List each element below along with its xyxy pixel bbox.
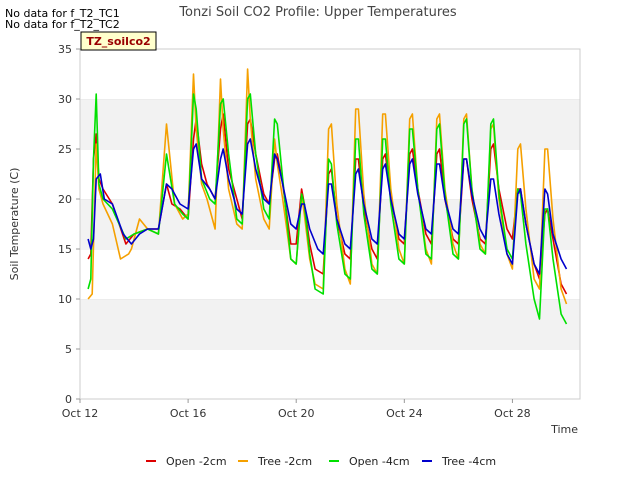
plot-frame — [79, 48, 581, 400]
grid-band — [80, 199, 580, 249]
x-tick-label: Oct 28 — [494, 407, 531, 420]
grid-bands — [80, 48, 580, 399]
y-tick-label: 30 — [58, 93, 72, 106]
y-tick-label: 15 — [58, 243, 72, 256]
badge-box — [80, 31, 157, 51]
grid-band — [80, 349, 580, 399]
y-axis-ticks: 0 5 10 15 20 25 30 35 — [58, 43, 80, 406]
grid-band — [80, 249, 580, 299]
tz-soilco2-badge: TZ_soilco2 — [80, 31, 157, 51]
legend-label: Tree -4cm — [441, 455, 496, 468]
y-tick-label: 0 — [65, 393, 72, 406]
legend-label: Tree -2cm — [257, 455, 312, 468]
y-axis-label: Soil Temperature (C) — [8, 168, 21, 281]
x-axis-label: Time — [550, 423, 578, 436]
badge-label: TZ_soilco2 — [86, 35, 150, 48]
x-axis-ticks: Oct 12 Oct 16 Oct 20 Oct 24 Oct 28 — [62, 399, 531, 420]
grid-band — [80, 299, 580, 349]
series-line-open-4cm — [87, 93, 568, 325]
y-tick-label: 25 — [58, 143, 72, 156]
series-line-tree-4cm — [87, 138, 568, 275]
x-tick-label: Oct 24 — [386, 407, 423, 420]
x-tick-label: Oct 12 — [62, 407, 99, 420]
x-tick-label: Oct 20 — [278, 407, 315, 420]
grid-band — [80, 99, 580, 149]
series-lines — [87, 68, 568, 325]
chart-title: Tonzi Soil CO2 Profile: Upper Temperatur… — [178, 5, 457, 20]
y-tick-label: 35 — [58, 43, 72, 56]
legend-label: Open -2cm — [166, 455, 227, 468]
no-data-note-2: No data for f_T2_TC2 — [5, 18, 120, 31]
y-tick-label: 20 — [58, 193, 72, 206]
y-tick-label: 5 — [65, 343, 72, 356]
legend-label: Open -4cm — [349, 455, 410, 468]
grid-band — [80, 49, 580, 99]
y-tick-label: 10 — [58, 293, 72, 306]
grid-band — [80, 149, 580, 199]
no-data-note-1: No data for f_T2_TC1 — [5, 7, 120, 20]
x-tick-label: Oct 16 — [170, 407, 207, 420]
legend: Open -2cm Tree -2cm Open -4cm Tree -4cm — [146, 455, 496, 468]
